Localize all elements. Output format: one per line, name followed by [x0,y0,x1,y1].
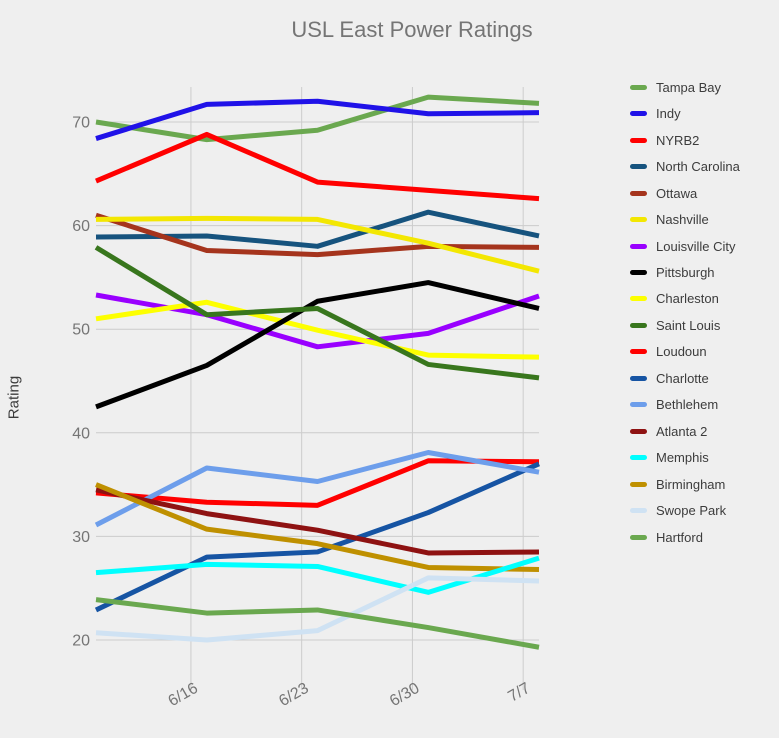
legend-swatch-nashville [630,217,647,223]
series-line-hartford [95,597,540,650]
series-line-saint-louis [94,245,540,381]
legend-label-nashville: Nashville [656,212,709,228]
legend-label-memphis: Memphis [656,450,709,466]
legend-item-loudoun: Loudoun [630,339,740,365]
legend-swatch-north-carolina [630,164,647,170]
legend-item-north-carolina: North Carolina [630,153,740,179]
legend-label-louisville-city: Louisville City [656,238,736,254]
legend-swatch-hartford [630,534,647,540]
series-line-pittsburgh [95,280,540,410]
legend-label-charleston: Charleston [656,291,719,307]
series-line-tampa-bay [95,94,540,143]
legend-item-bethlehem: Bethlehem [630,392,740,418]
series-line-indy [95,98,540,141]
y-tick-label-50: 50 [72,322,90,339]
legend-label-saint-louis: Saint Louis [656,317,721,333]
series-line-ottawa [95,212,540,258]
legend-swatch-saint-louis [630,322,647,328]
legend-label-swope-park: Swope Park [656,503,727,519]
legend-swatch-memphis [630,455,647,461]
legend-item-hartford: Hartford [630,524,740,550]
legend-label-ottawa: Ottawa [656,185,698,201]
legend-label-hartford: Hartford [656,529,703,545]
x-tick-label-6-23: 6/23 [276,680,312,710]
legend-swatch-charleston [630,296,647,302]
legend-swatch-pittsburgh [630,270,647,276]
series-line-nyrb2 [95,131,540,202]
legend-label-charlotte: Charlotte [656,370,709,386]
legend-item-swope-park: Swope Park [630,498,740,524]
legend-item-memphis: Memphis [630,445,740,471]
legend-swatch-atlanta-2 [630,428,647,434]
legend-label-loudoun: Loudoun [656,344,707,360]
legend-swatch-loudoun [630,349,647,355]
legend-label-bethlehem: Bethlehem [656,397,719,413]
y-tick-label-20: 20 [72,633,90,650]
series-line-birmingham [95,482,540,573]
legend-swatch-charlotte [630,375,647,381]
series-line-charleston [95,299,540,360]
legend-label-tampa-bay: Tampa Bay [656,79,722,95]
series-line-memphis [95,555,540,595]
legend-swatch-indy [630,111,647,117]
legend-item-charleston: Charleston [630,286,740,312]
legend-label-indy: Indy [656,106,681,122]
legend-label-north-carolina: North Carolina [656,159,740,175]
x-tick-label-7-7: 7/7 [505,680,533,706]
legend-label-atlanta-2: Atlanta 2 [656,423,708,439]
legend-item-charlotte: Charlotte [630,365,740,391]
legend-item-saint-louis: Saint Louis [630,312,740,338]
legend-swatch-tampa-bay [630,84,647,90]
legend-item-nyrb2: NYRB2 [630,127,740,153]
y-tick-label-30: 30 [72,529,90,546]
series-line-nashville [95,215,540,274]
legend-swatch-ottawa [630,190,647,196]
series-line-bethlehem [94,449,540,528]
legend-swatch-bethlehem [630,402,647,408]
legend-item-atlanta-2: Atlanta 2 [630,418,740,444]
series-line-charlotte [94,461,541,613]
legend-label-nyrb2: NYRB2 [656,132,700,148]
legend-item-pittsburgh: Pittsburgh [630,259,740,285]
legend-item-tampa-bay: Tampa Bay [630,74,740,100]
series-line-atlanta-2 [95,487,540,556]
legend-swatch-birmingham [630,481,647,487]
y-tick-label-60: 60 [72,218,90,235]
legend: Tampa Bay Indy NYRB2 North Carolina Ottawa Na… [630,74,740,550]
legend-swatch-swope-park [630,508,647,514]
legend-item-louisville-city: Louisville City [630,233,740,259]
legend-item-nashville: Nashville [630,206,740,232]
legend-item-birmingham: Birmingham [630,471,740,497]
x-tick-label-6-16: 6/16 [165,680,201,710]
x-tick-label-6-30: 6/30 [387,680,423,710]
legend-label-pittsburgh: Pittsburgh [656,265,715,281]
legend-item-indy: Indy [630,100,740,126]
legend-item-ottawa: Ottawa [630,180,740,206]
legend-swatch-louisville-city [630,243,647,249]
series-line-swope-park [95,575,540,643]
legend-swatch-nyrb2 [630,137,647,143]
chart-title: USL East Power Ratings [291,17,533,42]
y-tick-label-40: 40 [72,425,90,442]
y-tick-label-70: 70 [72,115,90,132]
legend-label-birmingham: Birmingham [656,476,726,492]
